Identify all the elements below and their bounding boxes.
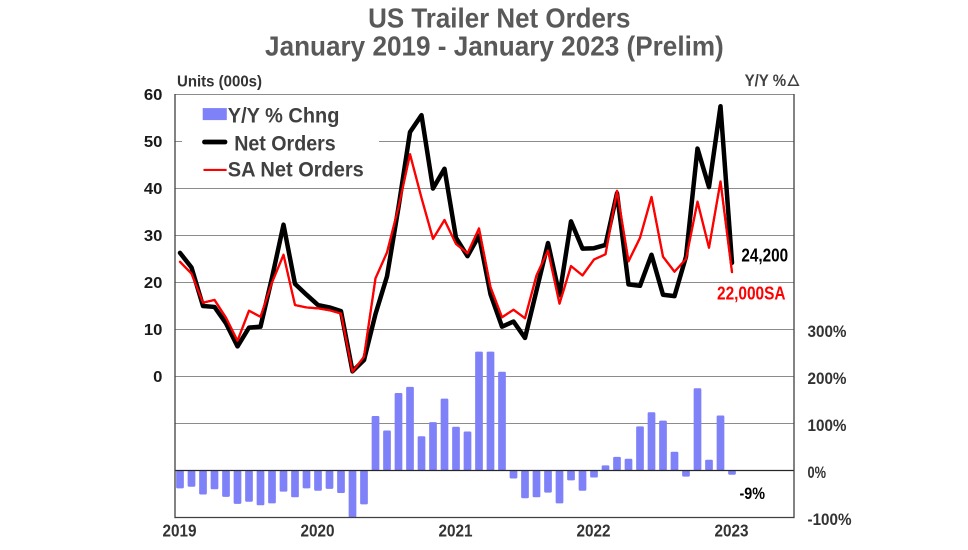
svg-text:2023: 2023: [715, 521, 749, 541]
svg-text:30: 30: [144, 228, 163, 245]
svg-text:100%: 100%: [808, 417, 847, 435]
svg-text:20: 20: [144, 275, 163, 292]
svg-text:40: 40: [144, 181, 163, 198]
svg-text:-9%: -9%: [740, 484, 766, 503]
svg-text:Y/Y %: Y/Y %: [745, 71, 787, 90]
svg-text:2021: 2021: [439, 521, 473, 541]
svg-text:22,000SA: 22,000SA: [717, 282, 786, 303]
svg-text:2022: 2022: [577, 521, 611, 541]
svg-text:60: 60: [144, 87, 163, 104]
svg-text:300%: 300%: [808, 323, 847, 341]
svg-text:January 2019 - January 2023 (P: January 2019 - January 2023 (Prelim): [265, 31, 724, 62]
svg-text:2020: 2020: [301, 521, 335, 541]
svg-text:Net Orders: Net Orders: [234, 131, 336, 155]
svg-text:24,200: 24,200: [741, 244, 788, 265]
svg-text:Units (000s): Units (000s): [177, 73, 262, 90]
svg-text:Y/Y % Chng: Y/Y % Chng: [228, 104, 340, 128]
svg-text:50: 50: [144, 134, 163, 151]
svg-text:0%: 0%: [808, 464, 827, 482]
svg-text:200%: 200%: [808, 370, 847, 388]
svg-text:SA Net Orders: SA Net Orders: [228, 158, 364, 182]
svg-text:0: 0: [153, 369, 163, 386]
svg-text:US Trailer Net Orders: US Trailer Net Orders: [368, 2, 630, 33]
svg-text:2019: 2019: [163, 521, 197, 541]
svg-text:-100%: -100%: [808, 511, 852, 529]
svg-text:10: 10: [144, 322, 163, 339]
